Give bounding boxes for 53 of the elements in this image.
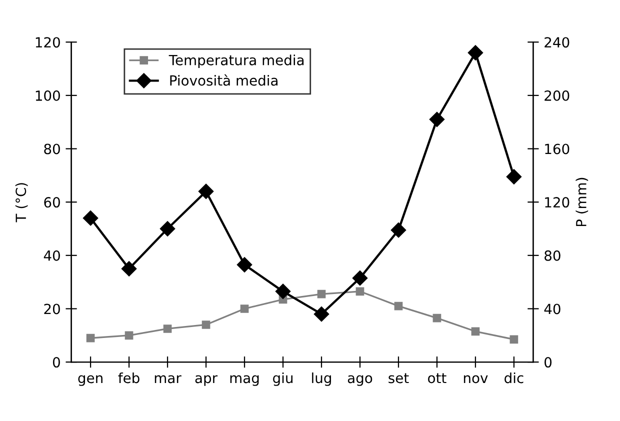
legend-label: Temperatura media <box>168 54 304 68</box>
x-tick-label: apr <box>195 375 218 386</box>
x-tick-label: giu <box>273 372 292 386</box>
legend-label: Piovosità media <box>170 74 278 86</box>
point <box>240 304 249 313</box>
point <box>352 270 368 286</box>
y-axis-title: T (°C) <box>15 183 28 222</box>
x-tick-label: nov <box>464 375 488 384</box>
y2-tick-label: 160 <box>545 144 570 154</box>
x-tick-label: feb <box>118 372 140 384</box>
point <box>506 169 522 184</box>
x-tick-label: lug <box>312 372 331 386</box>
point <box>510 335 518 344</box>
point <box>317 290 326 298</box>
y2-tick-label: 200 <box>544 90 570 101</box>
x-tick-label: gen <box>78 375 102 386</box>
point <box>124 331 134 340</box>
y-tick-label: 100 <box>36 90 60 101</box>
x-tick-label: ago <box>348 375 372 386</box>
y2-tick-label: 120 <box>545 197 570 208</box>
y-tick-label: 40 <box>44 250 60 261</box>
x-tick-label: dic <box>504 372 524 384</box>
point <box>429 112 445 127</box>
y-tick-label: 80 <box>44 144 60 154</box>
point <box>202 320 210 329</box>
y-tick-label: 0 <box>52 357 60 368</box>
point <box>432 314 442 322</box>
y2-tick-label: 40 <box>544 304 560 314</box>
point <box>275 284 291 299</box>
point <box>394 302 403 310</box>
x-tick-label: mar <box>154 375 182 384</box>
y-tick-label: 20 <box>44 304 60 314</box>
point <box>160 221 176 236</box>
point <box>82 210 98 226</box>
point <box>390 222 406 238</box>
point <box>163 324 172 333</box>
x-tick-label: mag <box>230 375 259 386</box>
point <box>86 334 95 342</box>
point <box>314 306 330 322</box>
point <box>121 261 137 276</box>
point <box>471 327 480 336</box>
point <box>356 287 364 296</box>
point <box>236 257 252 272</box>
x-tick-label: ott <box>428 373 446 384</box>
y2-tick-label: 80 <box>544 250 560 261</box>
y-tick-label: 60 <box>44 197 60 208</box>
y-tick-label: 120 <box>36 37 60 48</box>
x-tick-label: set <box>388 373 409 384</box>
point <box>468 45 484 60</box>
y2-axis-title: P (mm) <box>576 178 588 226</box>
y2-tick-label: 240 <box>544 37 570 48</box>
y2-tick-label: 0 <box>544 357 552 368</box>
point <box>198 184 214 199</box>
